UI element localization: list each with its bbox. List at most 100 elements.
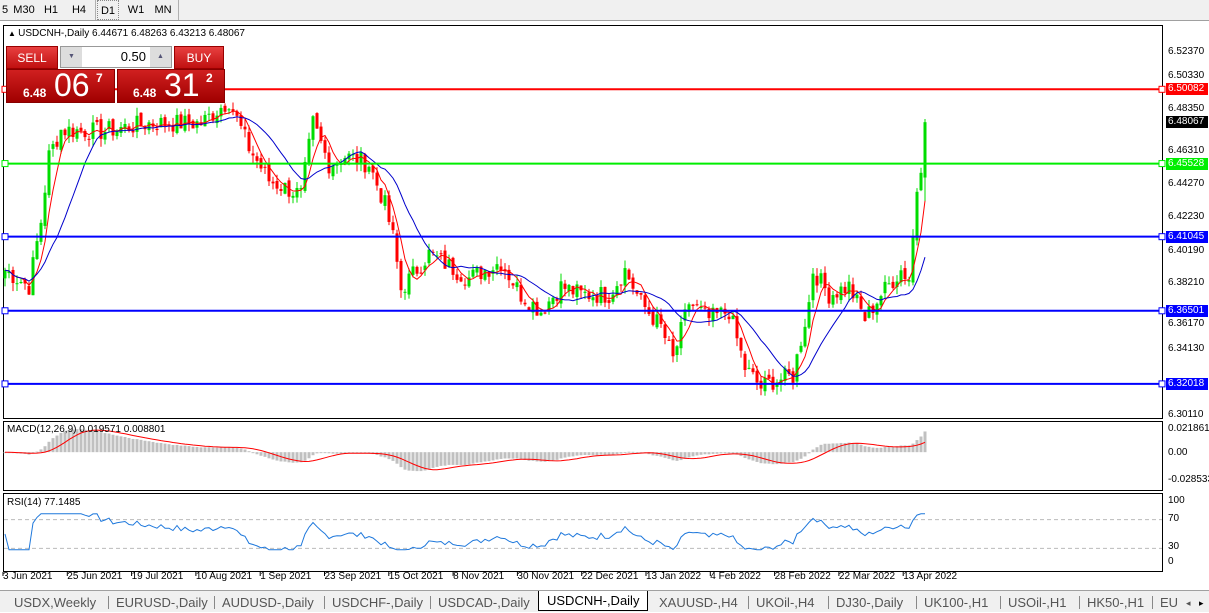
timeframe-m5[interactable]: 5 <box>1 4 9 16</box>
macd-histogram-bar <box>655 452 659 456</box>
collapse-triangle-icon[interactable]: ▲ <box>8 29 19 38</box>
candle-body <box>623 268 627 286</box>
candle-body <box>71 127 75 137</box>
macd-histogram-bar <box>411 452 415 471</box>
tab-dj30-daily[interactable]: DJ30-,Daily <box>836 595 904 610</box>
timeframe-m30[interactable]: M30 <box>13 4 35 16</box>
tab-usdchf-daily[interactable]: USDCHF-,Daily <box>332 595 423 610</box>
moving-average-slow <box>4 116 926 377</box>
level-price-tag: 6.41045 <box>1166 230 1208 243</box>
tab-xauusd-h4[interactable]: XAUUSD-,H4 <box>659 595 738 610</box>
macd-histogram-bar <box>47 441 51 453</box>
timeframe-h1[interactable]: H1 <box>43 4 59 16</box>
candle-body <box>695 304 699 306</box>
macd-histogram-bar <box>319 452 323 454</box>
toolbar-divider <box>178 0 179 20</box>
candle-body <box>231 109 235 112</box>
timeframe-w1[interactable]: W1 <box>127 4 145 16</box>
tab-audusd-daily[interactable]: AUDUSD-,Daily <box>222 595 314 610</box>
candle-body <box>531 301 535 313</box>
candle-body <box>419 272 423 274</box>
macd-histogram-bar <box>455 452 459 465</box>
tab-uk100-h1[interactable]: UK100-,H1 <box>924 595 989 610</box>
toolbar-divider <box>95 0 96 20</box>
macd-histogram-bar <box>827 443 831 453</box>
candle-body <box>455 274 459 280</box>
candle-body <box>375 172 379 186</box>
price-axis-label: 6.42230 <box>1168 211 1205 223</box>
macd-histogram-bar <box>531 452 535 461</box>
candle-body <box>295 187 299 198</box>
tab-ukoil-h4[interactable]: UKOil-,H4 <box>756 595 815 610</box>
candle-body <box>307 138 311 163</box>
sell-price-pips: 06 <box>54 67 90 103</box>
tab-eurusd-daily[interactable]: EURUSD-,Daily <box>116 595 208 610</box>
macd-pane[interactable] <box>3 421 1163 491</box>
candle-body <box>727 316 731 320</box>
date-axis-label: 8 Nov 2021 <box>453 571 505 582</box>
macd-histogram-bar <box>339 452 343 454</box>
candle-body <box>487 271 491 277</box>
chart-window[interactable]: ▲ USDCNH-,Daily 6.44671 6.48263 6.43213 … <box>0 21 1209 590</box>
tab-hk50-h1[interactable]: HK50-,H1 <box>1087 595 1145 610</box>
candle-body <box>679 322 683 349</box>
tab-usdx-weekly[interactable]: USDX,Weekly <box>14 595 97 610</box>
candle-body <box>719 307 723 312</box>
candle-body <box>239 115 243 126</box>
tab-scroll-left-icon[interactable]: ◂ <box>1186 598 1191 608</box>
macd-histogram-bar <box>811 449 815 453</box>
macd-histogram-bar <box>519 452 523 460</box>
date-axis-label: 28 Feb 2022 <box>774 571 831 582</box>
volume-increase-icon[interactable]: ▲ <box>150 47 171 67</box>
macd-histogram-bar <box>159 442 163 453</box>
candle-body <box>659 314 663 324</box>
macd-histogram-bar <box>619 452 623 454</box>
candle-body <box>731 315 735 320</box>
tab-usdcad-daily[interactable]: USDCAD-,Daily <box>438 595 530 610</box>
timeframe-h4[interactable]: H4 <box>71 4 87 16</box>
macd-histogram-bar <box>215 447 219 453</box>
tab-usdcnh-daily[interactable]: USDCNH-,Daily <box>538 591 649 611</box>
macd-histogram-bar <box>551 452 555 461</box>
macd-histogram-bar <box>79 429 83 453</box>
timeframe-d1[interactable]: D1 <box>97 0 119 20</box>
buy-button[interactable]: BUY <box>174 46 224 69</box>
macd-histogram-bar <box>659 452 663 457</box>
macd-axis-label: 0.021861 <box>1168 423 1209 434</box>
macd-histogram-bar <box>119 436 123 453</box>
volume-decrease-icon[interactable]: ▼ <box>61 47 82 67</box>
candle-body <box>215 115 219 124</box>
volume-input[interactable]: 0.50 <box>120 49 146 64</box>
candle-body <box>7 271 11 274</box>
macd-histogram-bar <box>819 444 823 453</box>
rsi-pane[interactable] <box>3 493 1163 572</box>
candle-body <box>95 119 99 123</box>
candle-body <box>747 367 751 369</box>
tab-usoil-h1[interactable]: USOil-,H1 <box>1008 595 1067 610</box>
candle-body <box>875 303 879 315</box>
macd-histogram-bar <box>259 452 263 456</box>
sell-price-prefix: 6.48 <box>23 86 47 100</box>
date-axis-label: 3 Jun 2021 <box>3 571 53 582</box>
sell-price[interactable]: 6.48 06 7 <box>6 67 115 103</box>
tab-eu[interactable]: EU <box>1160 595 1179 610</box>
candle-body <box>51 144 55 149</box>
macd-histogram-bar <box>179 445 183 453</box>
candle-body <box>551 297 555 305</box>
tab-scroll-right-icon[interactable]: ▸ <box>1199 598 1204 608</box>
candle-body <box>807 302 811 328</box>
candle-body <box>283 182 287 194</box>
buy-price[interactable]: 6.48 31 2 <box>117 67 225 103</box>
chart-title-text: USDCNH-,Daily 6.44671 6.48263 6.43213 6.… <box>18 28 245 39</box>
macd-histogram-bar <box>195 446 199 453</box>
macd-histogram-bar <box>715 452 719 454</box>
timeframe-mn[interactable]: MN <box>154 4 172 16</box>
macd-histogram-bar <box>91 430 95 453</box>
candle-body <box>219 107 223 117</box>
macd-histogram-bar <box>887 446 891 453</box>
sell-button[interactable]: SELL <box>6 46 58 69</box>
candle-body <box>299 188 303 190</box>
macd-histogram-bar <box>391 452 395 461</box>
macd-histogram-bar <box>335 452 339 454</box>
candle-body <box>23 279 27 284</box>
